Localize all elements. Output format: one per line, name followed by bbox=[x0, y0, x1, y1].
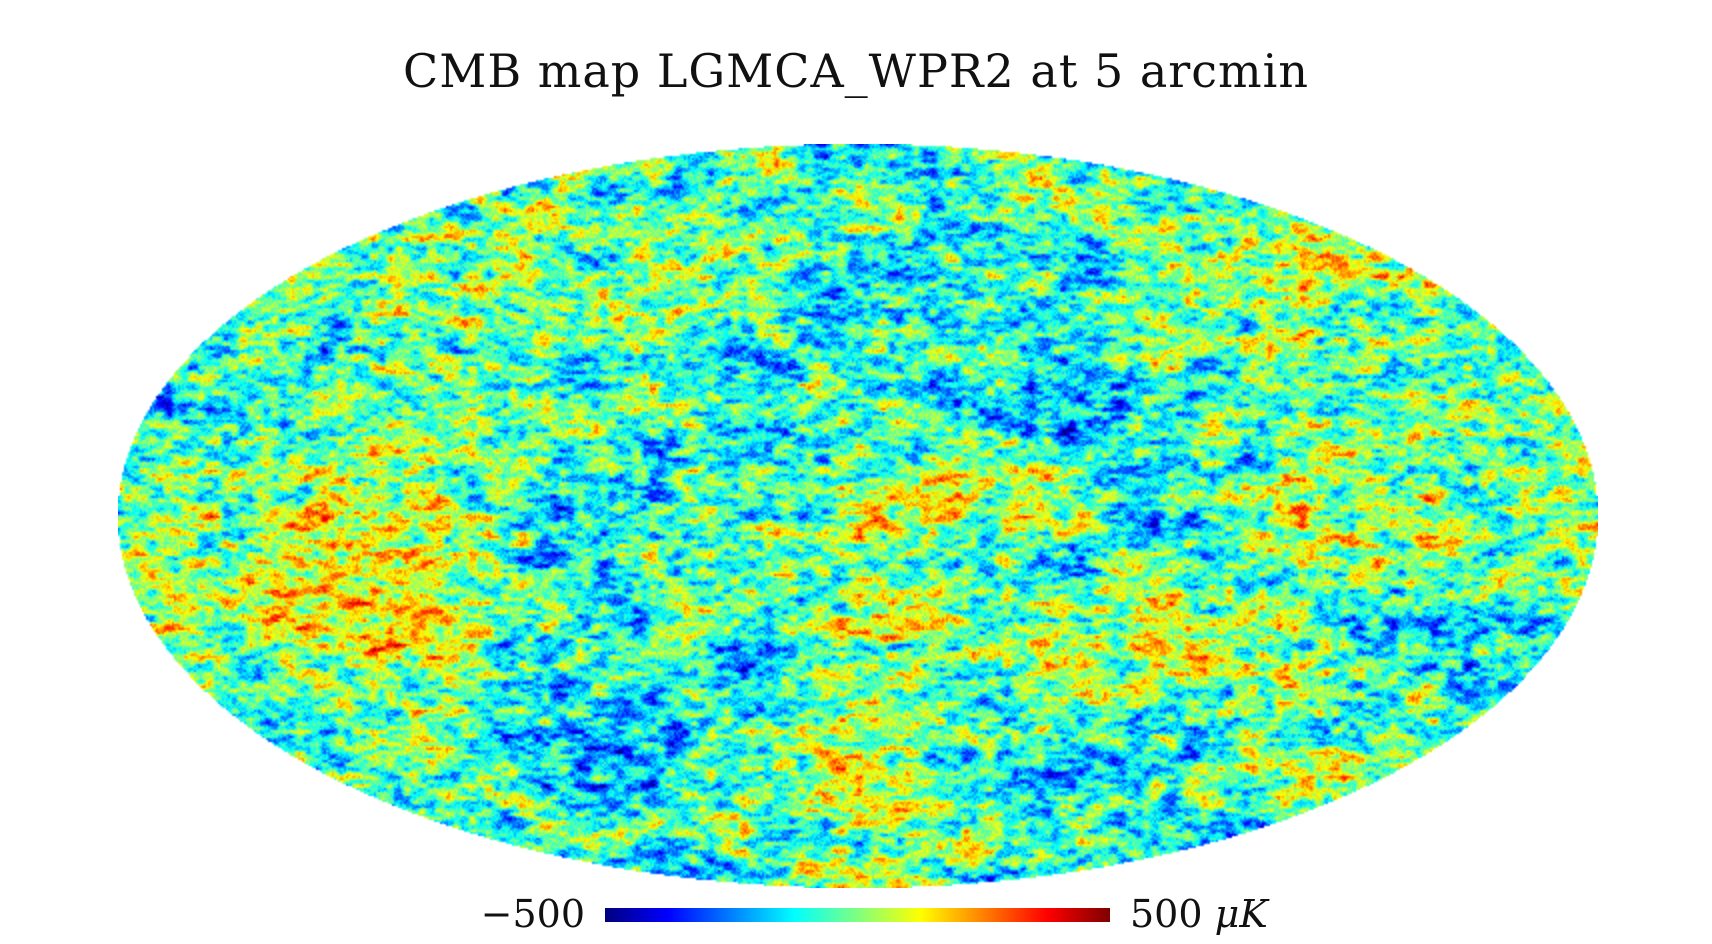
colorbar-legend: −500 500 μK bbox=[0, 886, 1712, 936]
colorbar-min-label: −500 bbox=[480, 892, 585, 936]
colorbar-max-label: 500 μK bbox=[1130, 892, 1268, 936]
colorbar-unit-label: μK bbox=[1214, 892, 1268, 936]
colorbar-gradient bbox=[605, 908, 1110, 922]
map-title: CMB map LGMCA_WPR2 at 5 arcmin bbox=[403, 44, 1309, 98]
cmb-sky-map bbox=[118, 144, 1598, 888]
